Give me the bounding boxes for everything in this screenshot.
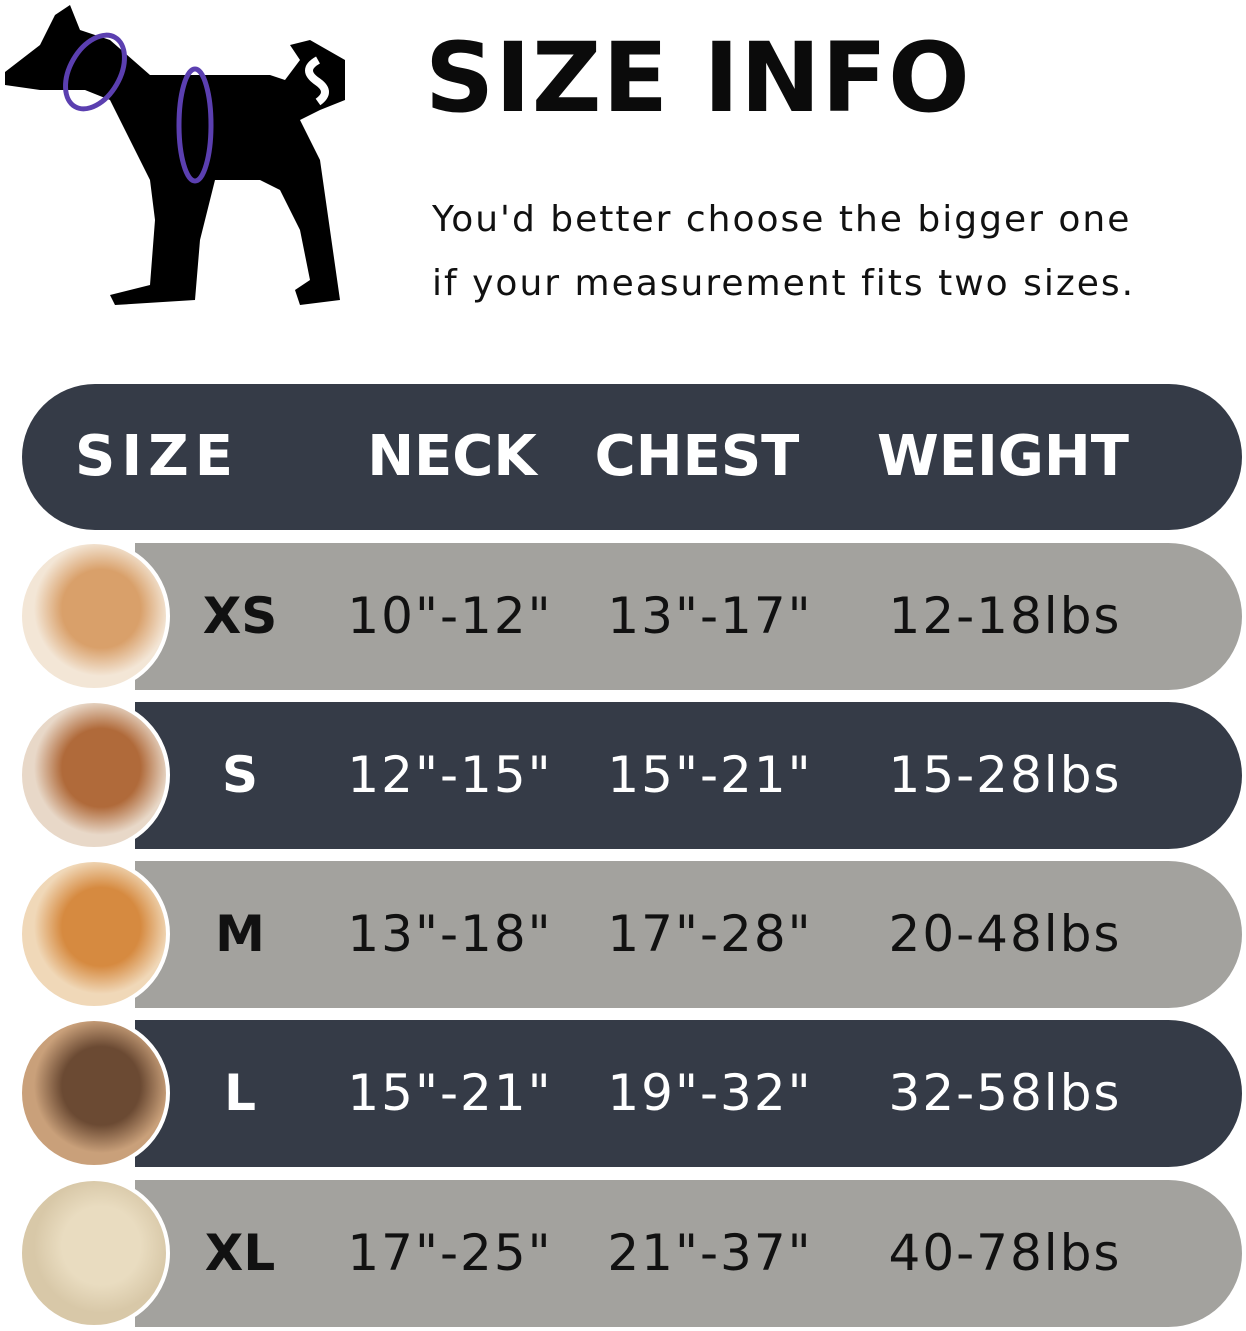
cell-weight: 40-78lbs	[888, 1224, 1122, 1282]
subtitle: You'd better choose the bigger one if yo…	[432, 188, 1135, 316]
dog-photo-shiba-inu	[18, 858, 170, 1010]
table-row: XL 17"-25" 21"-37" 40-78lbs	[135, 1180, 1242, 1327]
table-row: M 13"-18" 17"-28" 20-48lbs	[135, 861, 1242, 1008]
cell-weight: 15-28lbs	[888, 746, 1122, 804]
header-neck: NECK	[367, 424, 537, 489]
cell-weight: 32-58lbs	[888, 1064, 1122, 1122]
table-header: SIZE NECK CHEST WEIGHT	[22, 384, 1242, 530]
cell-weight: 12-18lbs	[888, 587, 1122, 645]
header-size: SIZE	[74, 424, 240, 489]
cell-chest: 15"-21"	[607, 746, 813, 804]
dog-photo-labrador	[18, 1177, 170, 1329]
cell-chest: 21"-37"	[607, 1224, 813, 1282]
table-row: S 12"-15" 15"-21" 15-28lbs	[135, 702, 1242, 849]
cell-neck: 15"-21"	[347, 1064, 553, 1122]
cell-size: L	[224, 1064, 256, 1122]
header-chest: CHEST	[594, 424, 800, 489]
cell-chest: 13"-17"	[607, 587, 813, 645]
dog-silhouette-measurement-icon	[5, 5, 345, 305]
cell-chest: 19"-32"	[607, 1064, 813, 1122]
cell-size: M	[215, 905, 265, 963]
dog-photo-poodle	[18, 699, 170, 851]
cell-weight: 20-48lbs	[888, 905, 1122, 963]
cell-size: XL	[204, 1224, 276, 1282]
cell-neck: 10"-12"	[347, 587, 553, 645]
cell-size: S	[221, 746, 258, 804]
cell-neck: 13"-18"	[347, 905, 553, 963]
dog-photo-pomeranian	[18, 540, 170, 692]
cell-neck: 17"-25"	[347, 1224, 553, 1282]
cell-neck: 12"-15"	[347, 746, 553, 804]
dog-photo-french-bulldog	[18, 1017, 170, 1169]
cell-chest: 17"-28"	[607, 905, 813, 963]
page-title: SIZE INFO	[425, 22, 971, 134]
subtitle-line: if your measurement fits two sizes.	[432, 263, 1136, 304]
cell-size: XS	[202, 587, 278, 645]
header-weight: WEIGHT	[877, 424, 1129, 489]
subtitle-line: You'd better choose the bigger one	[432, 199, 1132, 240]
table-row: L 15"-21" 19"-32" 32-58lbs	[135, 1020, 1242, 1167]
table-row: XS 10"-12" 13"-17" 12-18lbs	[135, 543, 1242, 690]
